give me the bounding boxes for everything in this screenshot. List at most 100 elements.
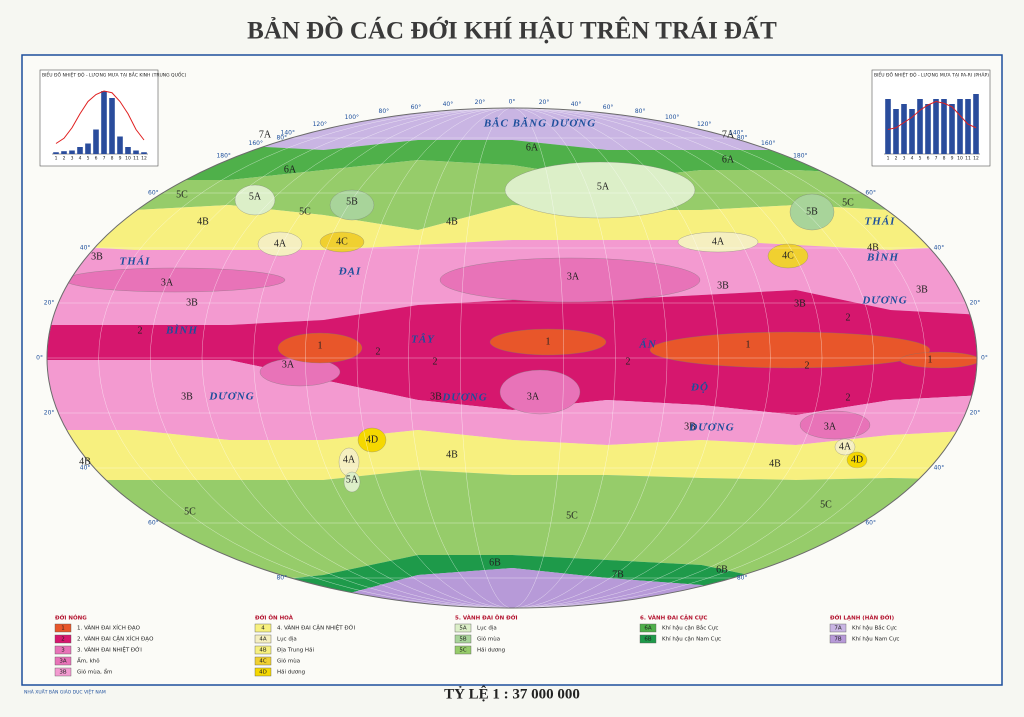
ocean-label: DƯƠNG xyxy=(688,422,734,434)
latitude-label: 20° xyxy=(970,300,981,307)
legend: ĐỚI NÓNG 1 1. VÀNH ĐAI XÍCH ĐẠO 2 2. VÀNH ĐA… xyxy=(54,615,899,677)
zone-label: 5A xyxy=(249,191,262,202)
climate-patch xyxy=(504,161,696,219)
climate-patch xyxy=(257,231,303,257)
latitude-label: 0° xyxy=(36,355,43,362)
legend-code: 3 xyxy=(61,648,65,654)
legend-swatch xyxy=(829,623,847,633)
zone-label: 4A xyxy=(274,238,287,249)
zone-label: 3B xyxy=(91,251,103,262)
legend-code: 7A xyxy=(834,626,841,632)
month-label: 3 xyxy=(903,156,906,162)
rain-bar xyxy=(77,147,83,154)
legend-swatch xyxy=(54,656,72,666)
ocean-label: ẤN xyxy=(638,338,656,351)
zone-label: 3B xyxy=(186,297,198,308)
rain-bar xyxy=(133,150,139,154)
climate-band xyxy=(47,290,977,415)
zone-label: 4D xyxy=(851,454,863,465)
zone-label: 4B xyxy=(197,216,209,227)
longitude-label: 20° xyxy=(539,99,550,106)
legend-swatch xyxy=(254,623,272,633)
ocean-label: TÂY xyxy=(411,334,435,346)
latitude-label: 60° xyxy=(148,520,159,527)
zone-label: 6A xyxy=(284,164,297,175)
climate-patch xyxy=(64,267,286,293)
zone-label: 7A xyxy=(259,129,272,140)
zone-label: 2 xyxy=(433,356,438,367)
legend-swatch xyxy=(829,634,847,644)
month-label: 3 xyxy=(71,156,74,162)
climate-patch xyxy=(343,471,361,493)
rain-bar xyxy=(901,104,907,154)
ocean-label: ĐỘ xyxy=(690,381,709,394)
latitude-label: 20° xyxy=(44,300,55,307)
zone-label: 3A xyxy=(824,421,837,432)
longitude-label: 0° xyxy=(509,99,516,106)
month-label: 4 xyxy=(79,156,82,162)
month-label: 11 xyxy=(133,156,139,162)
rain-bar xyxy=(909,109,915,154)
climate-patch xyxy=(789,193,835,231)
latitude-label: 40° xyxy=(934,245,945,252)
rain-bar xyxy=(957,99,963,154)
legend-code: 5B xyxy=(459,637,466,643)
ocean-label: BẮC BĂNG DƯƠNG xyxy=(483,117,596,130)
legend-text: 1. VÀNH ĐAI XÍCH ĐẠO xyxy=(77,625,141,632)
month-label: 1 xyxy=(887,156,890,162)
temperature-line xyxy=(55,90,145,144)
climate-patch xyxy=(489,328,607,356)
zone-label: 5A xyxy=(346,474,359,485)
zone-label: 5C xyxy=(299,206,311,217)
legend-code: 4A xyxy=(259,637,266,643)
legend-code: 5A xyxy=(459,626,466,632)
latitude-label: 60° xyxy=(865,520,876,527)
legend-swatch xyxy=(54,645,72,655)
latitude-label: 0° xyxy=(981,355,988,362)
rain-bar xyxy=(61,151,67,154)
rain-bar xyxy=(93,129,99,154)
longitude-label: 120° xyxy=(697,121,711,128)
legend-text: Ấm, khô xyxy=(77,657,100,665)
month-label: 5 xyxy=(919,156,922,162)
legend-text: Lục địa xyxy=(277,637,297,643)
longitude-label: 120° xyxy=(313,121,327,128)
ocean-label: ĐẠI xyxy=(338,266,362,278)
zone-label: 2 xyxy=(846,312,851,323)
latitude-label: 60° xyxy=(148,190,159,197)
inset-title: BIỂU ĐỒ NHIỆT ĐỘ - LƯỢNG MƯA TẠI BẮC KIN… xyxy=(42,70,187,79)
map-scale: TỶ LỆ 1 : 37 000 000 xyxy=(444,685,580,702)
zone-label: 3A xyxy=(161,277,174,288)
longitude-label: 100° xyxy=(665,114,679,121)
climate-patch xyxy=(357,427,387,453)
longitude-label: 180° xyxy=(793,152,807,159)
legend-swatch xyxy=(54,667,72,677)
zone-label: 5C xyxy=(176,189,188,200)
legend-code: 4 xyxy=(261,626,265,632)
inset-title: BIỂU ĐỒ NHIỆT ĐỘ - LƯỢNG MƯA TẠI PA-RI (… xyxy=(874,70,989,79)
latitude-label: 40° xyxy=(934,465,945,472)
rain-bar xyxy=(973,94,979,154)
rain-bar xyxy=(69,150,75,154)
longitude-label: 160° xyxy=(761,140,775,147)
zone-label: 4B xyxy=(769,458,781,469)
globe-outline xyxy=(46,107,978,609)
zone-label: 6B xyxy=(489,557,501,568)
longitude-label: 80° xyxy=(635,108,646,115)
longitude-label: 60° xyxy=(603,104,614,111)
legend-swatch xyxy=(254,645,272,655)
zone-label: 4C xyxy=(782,250,794,261)
rain-bar xyxy=(925,104,931,154)
zone-label: 5C xyxy=(184,506,196,517)
rain-bar xyxy=(965,99,971,154)
longitude-label: 140° xyxy=(281,129,295,136)
ocean-label: DƯƠNG xyxy=(208,391,254,403)
month-label: 5 xyxy=(87,156,90,162)
legend-swatch xyxy=(254,656,272,666)
rain-bar xyxy=(85,143,91,154)
legend-code: 6B xyxy=(644,637,651,643)
legend-code: 6A xyxy=(644,626,651,632)
rain-bar xyxy=(885,99,891,154)
legend-text: Khí hậu cận Nam Cực xyxy=(662,636,721,643)
